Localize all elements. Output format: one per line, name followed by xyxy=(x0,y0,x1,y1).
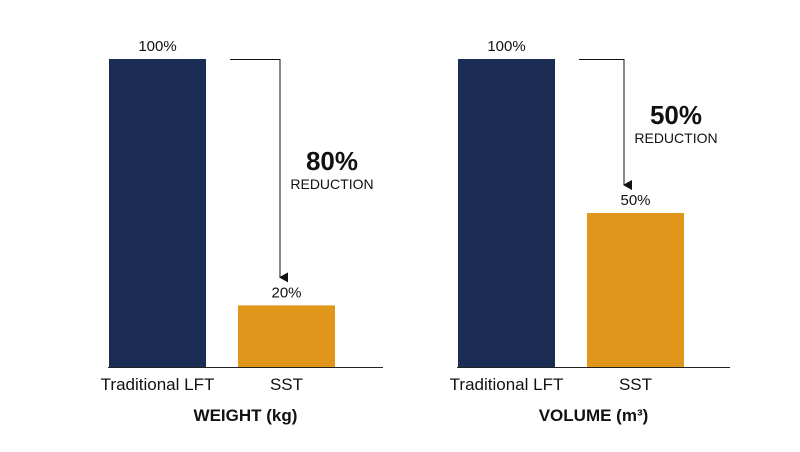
bar-value-label: 100% xyxy=(487,38,525,55)
category-label: Traditional LFT xyxy=(101,375,215,394)
reduction-label: REDUCTION xyxy=(290,176,373,192)
category-label: SST xyxy=(619,375,652,394)
chart-title: VOLUME (m³) xyxy=(539,406,649,425)
category-label: SST xyxy=(270,375,303,394)
bar-sst xyxy=(587,213,684,367)
chart-panel-1: 100% Traditional LFT 20% SST 80%REDUCTION WEI… xyxy=(101,38,383,425)
bar-sst xyxy=(238,305,335,367)
bar-value-label: 20% xyxy=(271,284,301,301)
chart-panel-2: 100%Traditional LFT50%SST50%REDUCTIONVOL… xyxy=(450,38,730,425)
category-label: Traditional LFT xyxy=(450,375,564,394)
bar-value-label: 100% xyxy=(138,38,176,55)
reduction-label: REDUCTION xyxy=(634,130,717,146)
reduction-percent: 50% xyxy=(650,100,702,130)
bar-traditional-lft xyxy=(458,59,555,367)
bar-value-label: 50% xyxy=(620,192,650,209)
reduction-arrow xyxy=(579,59,632,190)
reduction-arrow xyxy=(230,59,288,283)
reduction-percent: 80% xyxy=(306,146,358,176)
chart-title: WEIGHT (kg) xyxy=(194,406,298,425)
bar-traditional-lft xyxy=(109,59,206,367)
